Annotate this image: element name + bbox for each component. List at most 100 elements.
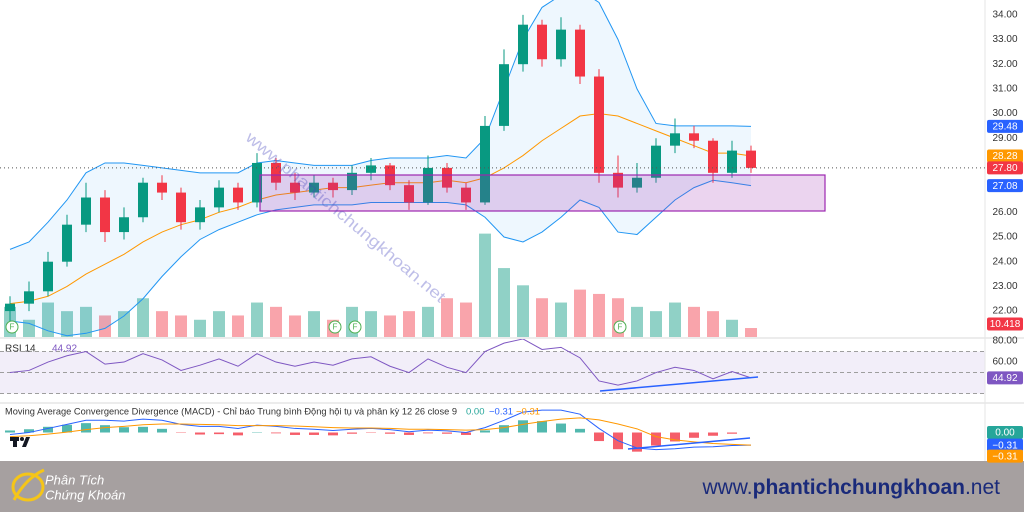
price-tag-box [987,317,1023,331]
background [0,0,1024,461]
macd-histogram-bar [423,432,433,434]
macd-histogram-bar [214,432,224,435]
divergence-line [599,376,759,392]
y-tick-label: 23.00 [992,281,1017,292]
candle-body [271,162,281,183]
footer-brand: Chứng Khoán [45,487,126,502]
volume-bar [479,233,491,337]
footer-url-part: .net [965,476,1000,499]
bollinger-upper [9,0,752,250]
rsi-value: 44.92 [52,344,77,355]
macd-histogram-bar [328,432,338,436]
candle-body [556,29,566,60]
candle-body [81,197,91,225]
y-tick-label: 33.00 [992,34,1017,45]
volume-bar [251,302,263,337]
macd-histogram-bar [347,432,357,434]
volume-bar [175,315,187,337]
candle-body [347,172,357,191]
candle-body [328,182,338,191]
macd-histogram-bar [708,432,718,436]
candle-body [119,217,129,233]
volume-bar [460,302,472,337]
price-tag: 27.80 [987,161,1023,175]
signal-line [9,417,752,446]
macd-histogram-bar [594,432,604,442]
macd-histogram-bar [157,428,167,433]
event-marker-label: F [618,323,623,332]
macd-histogram-bar [651,432,661,446]
price-tag-label: 27.80 [992,163,1017,174]
macd-legend-value: −0.31 [489,407,513,418]
bollinger-lower [9,179,752,337]
macd-histogram-bar [62,424,72,433]
candle-body [651,145,661,178]
macd-histogram-bar [385,432,395,434]
candle-body [195,207,205,223]
y-tick-label: 32.00 [992,59,1017,70]
volume-bar [536,298,548,337]
volume-bar [650,311,662,337]
volume-bar [42,302,54,337]
candle-body [423,167,433,203]
footer-logo [11,468,45,502]
volume-bar [213,311,225,337]
macd-histogram-bar [5,430,15,433]
price-tag-box [987,161,1023,175]
macd-histogram-bar [404,432,414,435]
macd-histogram-bar [309,432,319,435]
candle-body [252,162,262,203]
volume-bar [194,319,206,337]
macd-histogram-bar [24,429,34,433]
candle-body [632,177,642,188]
candle-body [746,150,756,168]
price-tag-box [987,449,1023,463]
macd-histogram-bar [480,430,490,433]
candle-body [62,224,72,262]
candle-body [442,167,452,188]
candle-body [537,24,547,60]
macd-histogram-bar [727,432,737,434]
macd-histogram-bar [575,428,585,433]
macd-histogram-bar [537,421,547,433]
candle-body [233,187,243,203]
candle-body [613,172,623,188]
candle-body [176,192,186,223]
tradingview-logo [10,437,30,447]
event-marker [613,320,627,334]
candle-body [499,64,509,126]
event-marker [348,320,362,334]
volume-bar [745,328,757,337]
event-marker [5,320,19,334]
y-tick-label: 31.00 [992,84,1017,95]
candle-body [518,24,528,65]
price-tag-box [987,371,1023,385]
macd-histogram-bar [499,425,509,433]
macd-histogram-bar [290,432,300,435]
volume-bar [365,311,377,337]
candle-body [727,150,737,173]
price-tag: 44.92 [987,371,1023,385]
macd-title: Moving Average Convergence Divergence (M… [5,407,457,418]
footer-url-part: phantichchungkhoan [753,476,965,499]
price-tag-box [987,438,1023,452]
macd-histogram-bar [689,432,699,438]
volume-bar [137,298,149,337]
macd-histogram-bar [518,420,528,433]
price-tag-label: 44.92 [992,373,1017,384]
macd-histogram-bar [556,423,566,433]
price-tag: 0.00 [987,426,1023,440]
y-tick-label: 80.00 [992,336,1017,347]
price-tag: −0.31 [987,438,1023,452]
candle-body [404,185,414,203]
volume-bar [99,315,111,337]
price-tag-label: 28.28 [992,151,1017,162]
volume-bar [156,311,168,337]
y-tick-label: 34.00 [992,9,1017,20]
volume-bar [270,306,282,337]
y-tick-label: 24.00 [992,256,1017,267]
volume-bar [289,315,301,337]
macd-histogram-bar [195,432,205,435]
price-tag-box [987,119,1023,133]
